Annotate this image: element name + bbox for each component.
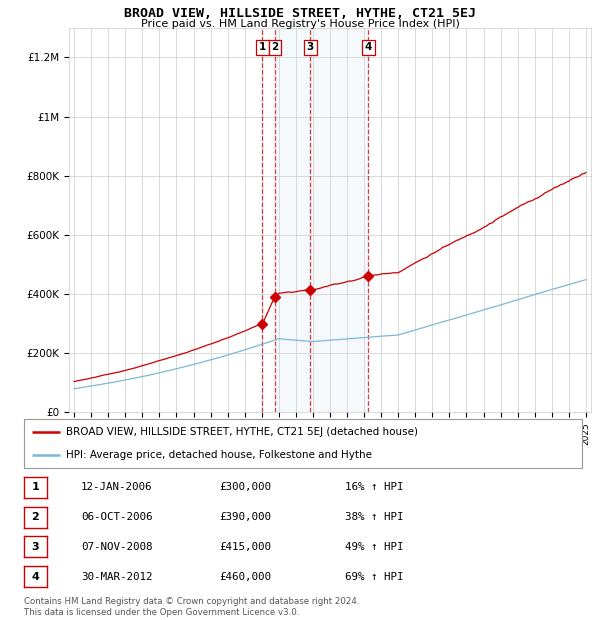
Bar xyxy=(275,28,310,412)
Text: 38% ↑ HPI: 38% ↑ HPI xyxy=(345,512,404,522)
Text: £390,000: £390,000 xyxy=(219,512,271,522)
Bar xyxy=(310,28,368,412)
Text: £460,000: £460,000 xyxy=(219,572,271,582)
Text: BROAD VIEW, HILLSIDE STREET, HYTHE, CT21 5EJ (detached house): BROAD VIEW, HILLSIDE STREET, HYTHE, CT21… xyxy=(66,427,418,437)
Text: 49% ↑ HPI: 49% ↑ HPI xyxy=(345,542,404,552)
Text: 30-MAR-2012: 30-MAR-2012 xyxy=(81,572,152,582)
Text: 1: 1 xyxy=(259,42,266,52)
Text: Price paid vs. HM Land Registry's House Price Index (HPI): Price paid vs. HM Land Registry's House … xyxy=(140,19,460,29)
Text: 3: 3 xyxy=(32,542,39,552)
Text: 2: 2 xyxy=(32,512,39,522)
Text: 07-NOV-2008: 07-NOV-2008 xyxy=(81,542,152,552)
Text: 4: 4 xyxy=(31,572,40,582)
Text: 69% ↑ HPI: 69% ↑ HPI xyxy=(345,572,404,582)
Text: BROAD VIEW, HILLSIDE STREET, HYTHE, CT21 5EJ: BROAD VIEW, HILLSIDE STREET, HYTHE, CT21… xyxy=(124,7,476,20)
Text: Contains HM Land Registry data © Crown copyright and database right 2024.
This d: Contains HM Land Registry data © Crown c… xyxy=(24,598,359,617)
Text: 2: 2 xyxy=(271,42,278,52)
Text: 1: 1 xyxy=(32,482,39,492)
Text: £415,000: £415,000 xyxy=(219,542,271,552)
Text: 06-OCT-2006: 06-OCT-2006 xyxy=(81,512,152,522)
Text: 4: 4 xyxy=(365,42,372,52)
Text: HPI: Average price, detached house, Folkestone and Hythe: HPI: Average price, detached house, Folk… xyxy=(66,450,372,459)
Text: 16% ↑ HPI: 16% ↑ HPI xyxy=(345,482,404,492)
Text: 12-JAN-2006: 12-JAN-2006 xyxy=(81,482,152,492)
Text: £300,000: £300,000 xyxy=(219,482,271,492)
Text: 3: 3 xyxy=(307,42,314,52)
